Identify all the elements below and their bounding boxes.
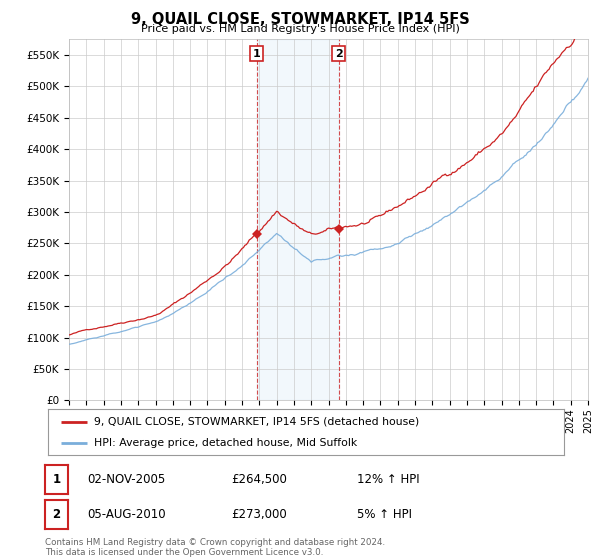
Text: 02-NOV-2005: 02-NOV-2005: [87, 473, 165, 486]
Text: Price paid vs. HM Land Registry's House Price Index (HPI): Price paid vs. HM Land Registry's House …: [140, 24, 460, 34]
Text: 12% ↑ HPI: 12% ↑ HPI: [357, 473, 419, 486]
Text: 05-AUG-2010: 05-AUG-2010: [87, 508, 166, 521]
Text: HPI: Average price, detached house, Mid Suffolk: HPI: Average price, detached house, Mid …: [94, 438, 358, 448]
Text: 1: 1: [253, 49, 260, 59]
Text: 9, QUAIL CLOSE, STOWMARKET, IP14 5FS (detached house): 9, QUAIL CLOSE, STOWMARKET, IP14 5FS (de…: [94, 417, 419, 427]
Bar: [257, 39, 338, 400]
Text: 1: 1: [52, 473, 61, 486]
Text: 9, QUAIL CLOSE, STOWMARKET, IP14 5FS: 9, QUAIL CLOSE, STOWMARKET, IP14 5FS: [131, 12, 469, 27]
Text: £273,000: £273,000: [231, 508, 287, 521]
Text: 2: 2: [335, 49, 343, 59]
Text: 2: 2: [52, 508, 61, 521]
Text: Contains HM Land Registry data © Crown copyright and database right 2024.
This d: Contains HM Land Registry data © Crown c…: [45, 538, 385, 557]
Text: 5% ↑ HPI: 5% ↑ HPI: [357, 508, 412, 521]
Text: £264,500: £264,500: [231, 473, 287, 486]
